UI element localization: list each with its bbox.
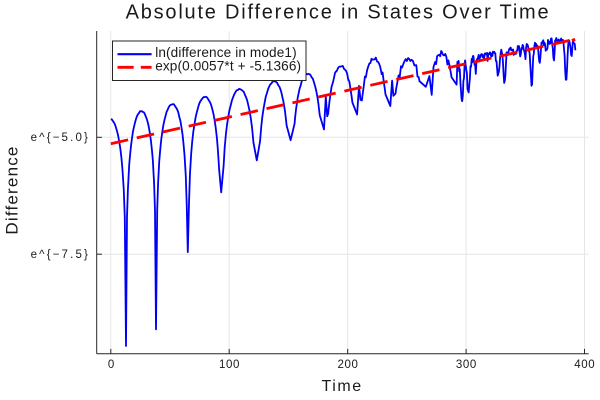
svg-text:400: 400 xyxy=(574,359,595,371)
svg-text:Difference: Difference xyxy=(2,145,21,234)
svg-text:ln(difference in mode1): ln(difference in mode1) xyxy=(155,45,297,60)
svg-text:Time: Time xyxy=(322,378,363,395)
svg-text:0: 0 xyxy=(108,359,114,371)
svg-text:300: 300 xyxy=(456,359,477,371)
svg-text:e^{−7.5}: e^{−7.5} xyxy=(31,249,90,261)
svg-text:e^{−5.0}: e^{−5.0} xyxy=(31,132,90,144)
svg-text:Absolute Difference in States: Absolute Difference in States Over Time xyxy=(126,2,551,24)
svg-text:exp(0.0057*t + -5.1366): exp(0.0057*t + -5.1366) xyxy=(155,58,301,73)
svg-text:200: 200 xyxy=(338,359,359,371)
svg-text:100: 100 xyxy=(219,359,240,371)
